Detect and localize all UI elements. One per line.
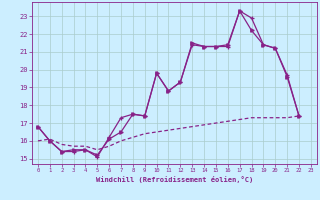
X-axis label: Windchill (Refroidissement éolien,°C): Windchill (Refroidissement éolien,°C) [96,176,253,183]
